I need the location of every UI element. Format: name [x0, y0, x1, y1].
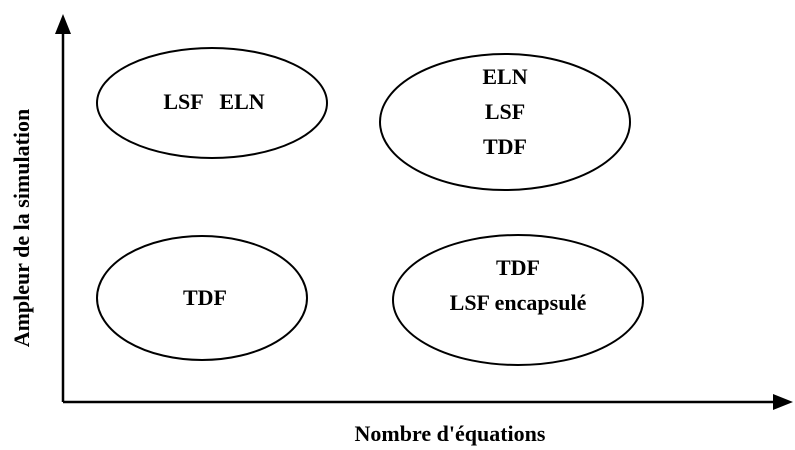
node-ellipse — [392, 234, 644, 366]
node-label: LSF encapsulé — [450, 290, 587, 315]
node-label: TDF — [483, 134, 527, 159]
y-axis-arrow — [55, 14, 71, 34]
x-axis-label: Nombre d'équations — [355, 421, 546, 446]
node-label: LSF ELN — [163, 89, 264, 114]
x-axis-arrow — [773, 394, 793, 410]
node-label: TDF — [496, 255, 540, 280]
node-ellipse — [96, 47, 328, 159]
node-label: ELN — [482, 64, 527, 89]
y-axis-label: Ampleur de la simulation — [9, 109, 34, 348]
node-label: LSF — [485, 99, 525, 124]
node-label: TDF — [183, 285, 227, 310]
node-ellipse — [379, 53, 631, 191]
node-ellipse — [96, 235, 308, 361]
